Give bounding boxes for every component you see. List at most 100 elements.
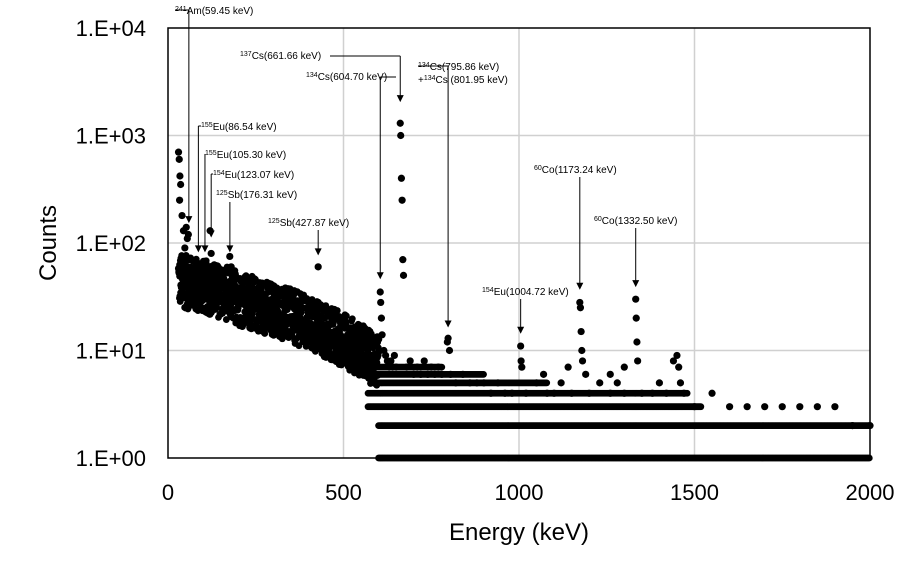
annotation-5: 125Sb(427.87 keV) bbox=[268, 218, 349, 256]
annotation-arrowhead-5 bbox=[314, 248, 322, 256]
data-point-0-177 bbox=[576, 298, 584, 307]
annotation-text-1: Eu(86.54 keV) bbox=[213, 122, 277, 133]
data-point-0-202 bbox=[726, 403, 734, 411]
x-tick-label-2: 1000 bbox=[495, 480, 544, 505]
data-point-0-145 bbox=[406, 357, 414, 365]
data-point-0-139 bbox=[397, 131, 405, 140]
annotation-text-3: Eu(123.07 keV) bbox=[225, 170, 295, 181]
data-point-0-180 bbox=[578, 346, 586, 355]
annotation-arrowhead-11 bbox=[632, 280, 640, 288]
data-point-0-185 bbox=[613, 379, 621, 387]
annotation-text-8: Cs(795.86 keV) bbox=[430, 62, 499, 73]
data-point-0-4 bbox=[175, 196, 184, 204]
data-points bbox=[174, 119, 874, 462]
data-point-0-157 bbox=[445, 346, 454, 355]
data-point-0-183 bbox=[596, 379, 604, 387]
annotation-plus-8: + bbox=[418, 75, 424, 86]
x-tick-label-3: 1500 bbox=[670, 480, 719, 505]
data-point-0-201 bbox=[708, 389, 716, 397]
plot-area-border bbox=[167, 27, 871, 459]
y-tick-labels: 1.E+00 1.E+01 1.E+02 1.E+03 1.E+04 bbox=[76, 16, 146, 471]
annotation-arrowhead-4 bbox=[226, 245, 234, 253]
data-point-0-193 bbox=[655, 379, 664, 387]
annotation-arrowhead-1 bbox=[194, 245, 202, 253]
annotation-label-0: 241Am(59.45 keV) bbox=[175, 6, 253, 17]
data-point-0-214 bbox=[606, 370, 614, 378]
data-point-0-5 bbox=[178, 211, 186, 220]
data-point-0-178 bbox=[576, 304, 585, 312]
annotation-label-1: 155Eu(86.54 keV) bbox=[201, 122, 277, 133]
annotation-sup2-8: 134 bbox=[424, 75, 436, 82]
annotation-label-5: 125Sb(427.87 keV) bbox=[268, 218, 349, 229]
data-point-0-134 bbox=[387, 357, 395, 365]
annotation-10: 60Co(1173.24 keV) bbox=[534, 165, 617, 290]
annotation-1: 155Eu(86.54 keV) bbox=[194, 122, 277, 253]
annotation-arrowhead-6 bbox=[376, 272, 384, 280]
annotation-arrowhead-10 bbox=[576, 282, 584, 290]
annotation-sup-1: 155 bbox=[201, 122, 213, 129]
annotation-sup-9: 154 bbox=[482, 287, 494, 294]
annotation-text-6: Cs(604.70 keV) bbox=[318, 72, 387, 83]
cloud-point-1222 bbox=[375, 348, 383, 356]
data-point-0-0 bbox=[174, 148, 183, 156]
y-tick-label-1: 1.E+01 bbox=[76, 339, 146, 364]
annotation-arrowhead-0 bbox=[185, 216, 193, 224]
annotation-2: 155Eu(105.30 keV) bbox=[201, 150, 286, 253]
data-point-0-91 bbox=[314, 263, 322, 271]
annotation-label2-8: +134Cs (801.95 keV) bbox=[418, 75, 508, 86]
data-point-0-1 bbox=[175, 155, 183, 163]
annotation-arrowhead-8 bbox=[444, 320, 452, 328]
data-point-0-195 bbox=[669, 357, 678, 365]
annotation-sup-4: 125 bbox=[216, 190, 228, 197]
annotation-11: 60Co(1332.50 keV) bbox=[594, 216, 677, 288]
annotation-label-4: 125Sb(176.31 keV) bbox=[216, 190, 297, 201]
annotation-7: 137Cs(661.66 keV) bbox=[240, 51, 404, 103]
data-point-0-149 bbox=[420, 357, 428, 365]
y-axis-title: Counts bbox=[35, 205, 62, 281]
band-point-4-1079 bbox=[543, 379, 551, 387]
annotation-arrowhead-9 bbox=[517, 326, 525, 334]
data-point-0-168 bbox=[517, 342, 525, 350]
data-point-0-126 bbox=[376, 288, 384, 296]
cloud-point-1223 bbox=[375, 334, 383, 342]
data-point-0-212 bbox=[564, 363, 572, 371]
data-point-0-8 bbox=[182, 223, 190, 231]
annotation-sup-10: 60 bbox=[534, 165, 542, 172]
annotation-9: 154Eu(1004.72 keV) bbox=[482, 287, 569, 334]
data-point-0-203 bbox=[743, 403, 751, 411]
annotation-sup-3: 154 bbox=[213, 170, 225, 177]
cloud-point-635 bbox=[278, 335, 286, 343]
annotation-label-8: 134Cs(795.86 keV) bbox=[418, 62, 499, 73]
data-point-0-143 bbox=[399, 271, 408, 279]
data-point-0-30 bbox=[207, 249, 215, 258]
data-point-0-179 bbox=[577, 327, 585, 336]
annotation-8: 134Cs(795.86 keV)+134Cs (801.95 keV) bbox=[418, 62, 508, 328]
annotation-4: 125Sb(176.31 keV) bbox=[216, 190, 297, 253]
band-point-5-899 bbox=[480, 370, 487, 378]
annotation-sup-7: 137 bbox=[240, 51, 252, 58]
annotation-6: 134Cs(604.70 keV) bbox=[306, 72, 396, 280]
data-point-0-2 bbox=[176, 172, 184, 180]
annotation-label-2: 155Eu(105.30 keV) bbox=[205, 150, 286, 161]
data-point-0-187 bbox=[632, 295, 640, 303]
band-point-6-780 bbox=[438, 363, 446, 371]
data-point-0-190 bbox=[634, 357, 642, 365]
peak-annotations: 241Am(59.45 keV)155Eu(86.54 keV)155Eu(10… bbox=[175, 6, 677, 334]
cloud-point-365 bbox=[234, 304, 242, 312]
data-point-0-170 bbox=[518, 363, 526, 371]
data-point-0-189 bbox=[633, 338, 641, 346]
x-axis-title: Energy (keV) bbox=[449, 519, 589, 546]
data-point-0-205 bbox=[778, 403, 786, 411]
annotation-text-9: Eu(1004.72 keV) bbox=[494, 287, 569, 298]
annotation-arrowhead-2 bbox=[201, 245, 209, 253]
annotation-text2-8: Cs (801.95 keV) bbox=[436, 75, 508, 86]
annotation-arrowhead-3 bbox=[207, 230, 215, 238]
data-point-0-3 bbox=[177, 180, 185, 189]
data-point-0-136 bbox=[390, 351, 398, 360]
data-point-0-213 bbox=[582, 370, 590, 378]
data-point-0-198 bbox=[676, 379, 685, 387]
data-point-0-128 bbox=[377, 314, 386, 322]
annotation-label-11: 60Co(1332.50 keV) bbox=[594, 216, 677, 227]
cloud-point-970 bbox=[333, 307, 341, 314]
data-point-0-10 bbox=[184, 230, 192, 239]
